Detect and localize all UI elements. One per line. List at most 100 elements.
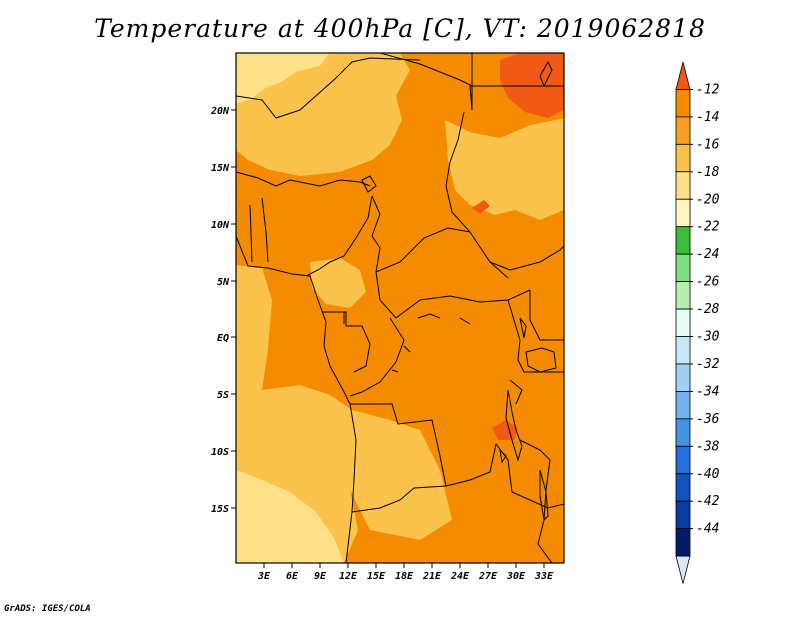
map-title: Temperature at 400hPa [C], VT: 201906281… <box>94 14 706 43</box>
colorbar-arrow-top <box>675 61 691 90</box>
border-niger-nigeria <box>236 171 371 187</box>
field-light-zambia <box>350 410 452 540</box>
border-car-chad <box>375 227 471 273</box>
colorbar-label: -22 <box>696 220 720 235</box>
border-zambia-drc <box>445 442 531 501</box>
colorbar-swatch <box>675 363 691 392</box>
field-light-chad <box>445 118 564 220</box>
border-cameroon-chad <box>371 195 397 319</box>
border-egypt-sudan <box>469 53 564 111</box>
border-libya-chad <box>379 53 473 87</box>
border-tanzania-zambia <box>519 439 551 491</box>
border-nigeria-cameroon <box>305 195 373 277</box>
border-uganda <box>507 299 564 373</box>
border-niger-algeria <box>236 57 421 119</box>
colorbar-label: -26 <box>696 275 720 290</box>
border-malawi <box>537 489 553 563</box>
border-angola-drc <box>350 403 447 487</box>
country-borders <box>236 53 564 563</box>
lat-label: 10S <box>211 447 229 458</box>
colorbar-swatch <box>675 500 691 530</box>
field-pale-southwest <box>236 470 344 563</box>
colorbar-swatch <box>675 171 691 200</box>
colorbar-swatch <box>675 528 691 557</box>
border-rwanda-burundi <box>509 379 523 405</box>
border-chad-sudan <box>445 111 509 279</box>
lake-malawi <box>539 469 549 522</box>
field-pale-north <box>236 53 330 104</box>
colorbar-swatch <box>675 116 691 145</box>
border-eq-guinea <box>322 311 345 324</box>
border-mozambique <box>529 499 564 509</box>
field-hot-lake-tanganyika <box>492 420 518 440</box>
lon-label: 9E <box>314 571 327 582</box>
colorbar-swatch <box>675 143 691 173</box>
congo-river <box>391 313 471 373</box>
colorbar-label: -12 <box>696 82 720 97</box>
colorbar-label: -18 <box>696 165 720 180</box>
colorbar-label: -44 <box>696 522 719 537</box>
lon-label: 21E <box>422 571 442 582</box>
field-light-sahara <box>236 53 410 176</box>
colorbar-label: -16 <box>696 137 720 152</box>
lat-label: 20N <box>210 106 230 117</box>
colorbar-swatch <box>675 253 691 282</box>
lon-label: 30E <box>506 571 526 582</box>
colorbar-label: -36 <box>696 412 720 427</box>
colorbar-label: -14 <box>696 110 719 125</box>
colorbar-label: -24 <box>696 247 719 262</box>
lon-label: 6E <box>286 571 299 582</box>
lat-label: EQ <box>217 333 229 344</box>
colorbar-label: -34 <box>696 384 719 399</box>
colorbar-label: -30 <box>696 330 720 345</box>
border-togo <box>249 204 253 263</box>
colorbar-swatch <box>675 418 691 447</box>
border-south-sudan <box>489 245 564 271</box>
colorbar-swatch <box>675 473 691 502</box>
field-light-cameroon <box>310 258 366 308</box>
border-car-drc <box>395 289 531 319</box>
field-light-westcoast <box>236 265 272 400</box>
field-hot-small <box>472 200 490 214</box>
lake-tanganyika <box>505 389 523 462</box>
lon-label: 3E <box>257 571 271 582</box>
colorbar-swatch <box>675 226 691 255</box>
lat-label: 5S <box>217 390 229 401</box>
colorbar-swatch <box>675 89 691 118</box>
colorbar-label: -42 <box>696 494 720 509</box>
colorbar-label: -32 <box>696 357 720 372</box>
colorbar: -12 -14 -16 -18 -20 -22 -24 -26 -28 -30 -32 -34 -36 -… <box>675 61 720 584</box>
border-namibia <box>345 511 353 563</box>
lat-label: 10N <box>211 220 230 231</box>
longitude-axis: 3E 6E 9E 12E 15E 18E 21E 24E 27E 30E 33E <box>257 563 554 582</box>
colorbar-label: -20 <box>696 192 720 207</box>
colorbar-swatch <box>675 308 691 337</box>
field-dark-tanzania <box>470 420 564 563</box>
colorbar-swatch <box>675 445 691 475</box>
colorbar-swatch <box>675 390 691 420</box>
lon-label: 33E <box>534 571 554 582</box>
lake-chad <box>361 175 377 193</box>
lon-label: 15E <box>367 571 386 582</box>
rift-lakes-north <box>519 60 553 339</box>
lon-label: 27E <box>478 571 498 582</box>
border-congo-drc <box>349 317 405 397</box>
colorbar-swatch <box>675 198 691 228</box>
lat-label: 5N <box>217 277 230 288</box>
colorbar-label: -40 <box>696 467 720 482</box>
lon-label: 24E <box>450 571 470 582</box>
colorbar-label: -38 <box>696 439 720 454</box>
border-benin <box>261 197 269 263</box>
colorbar-arrow-bottom <box>675 555 691 584</box>
lon-label: 12E <box>339 571 358 582</box>
credit-text: GrADS: IGES/COLA <box>4 604 91 614</box>
temperature-field <box>236 53 564 563</box>
lat-label: 15S <box>211 504 229 515</box>
colorbar-label: -28 <box>696 302 720 317</box>
border-east-africa <box>529 290 564 341</box>
latitude-axis: 20N 15N 10N 5N EQ 5S 10S 15S <box>210 106 236 515</box>
colorbar-swatch <box>675 281 691 310</box>
lon-label: 18E <box>395 571 414 582</box>
field-dark-congo <box>380 290 520 430</box>
